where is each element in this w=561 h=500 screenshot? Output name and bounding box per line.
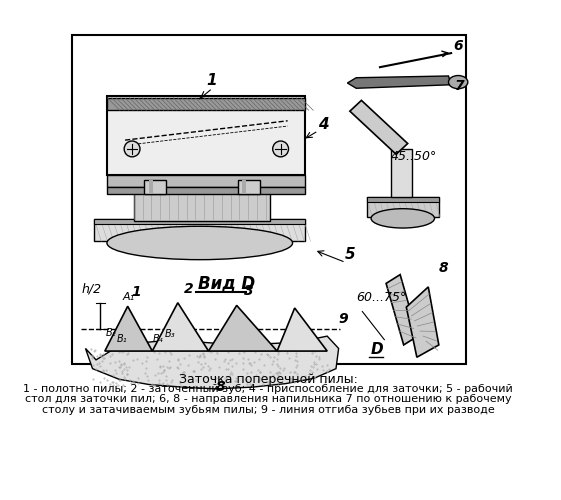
Text: Заточка поперечной пилы:: Заточка поперечной пилы:: [179, 373, 358, 386]
Bar: [134, 180, 270, 221]
Polygon shape: [386, 274, 418, 345]
Text: 1: 1: [207, 73, 218, 88]
Ellipse shape: [371, 208, 435, 228]
Bar: [108, 176, 305, 186]
Bar: [108, 186, 305, 194]
Text: В₄: В₄: [152, 334, 163, 344]
Polygon shape: [85, 336, 339, 389]
Bar: [72, 34, 466, 364]
Text: В₂: В₂: [105, 328, 116, 338]
Bar: [108, 98, 305, 110]
Polygon shape: [406, 287, 439, 357]
Text: 2: 2: [184, 282, 194, 296]
Polygon shape: [277, 308, 327, 351]
Bar: [149, 180, 153, 194]
Text: столу и затачиваемым зубьям пилы; 9 - линия отгиба зубьев при их разводе: столу и затачиваемым зубьям пилы; 9 - ли…: [42, 404, 495, 414]
Text: В₃: В₃: [164, 329, 175, 339]
Text: 8: 8: [439, 261, 448, 275]
Text: Вид D: Вид D: [198, 274, 255, 292]
Text: 1: 1: [131, 284, 141, 298]
Polygon shape: [347, 76, 451, 88]
Bar: [242, 180, 246, 194]
Bar: [237, 180, 260, 194]
Text: 5: 5: [345, 247, 356, 262]
Bar: [367, 198, 439, 216]
Text: стол для заточки пил; 6, 8 - направления напильника 7 по отношению к рабочему: стол для заточки пил; 6, 8 - направления…: [25, 394, 512, 404]
Text: А₁: А₁: [122, 292, 135, 302]
Text: D: D: [371, 342, 384, 356]
Text: 45..50°: 45..50°: [390, 150, 436, 164]
Bar: [367, 198, 439, 202]
Circle shape: [124, 141, 140, 157]
Text: 6: 6: [453, 38, 462, 52]
Bar: [144, 180, 167, 194]
Circle shape: [273, 141, 288, 157]
Text: 3: 3: [243, 284, 254, 298]
Polygon shape: [152, 302, 209, 351]
Text: 7: 7: [454, 79, 465, 93]
Text: 60...75°: 60...75°: [356, 291, 407, 304]
Bar: [392, 149, 412, 198]
Polygon shape: [209, 306, 277, 351]
Text: 1 - полотно пилы; 2 - заточенный зуб; 4 - приспособление для заточки; 5 - рабочи: 1 - полотно пилы; 2 - заточенный зуб; 4 …: [24, 384, 513, 394]
Text: В₁: В₁: [117, 334, 128, 344]
Text: 4: 4: [318, 116, 328, 132]
Bar: [108, 96, 305, 176]
Text: h/2: h/2: [81, 282, 101, 295]
Polygon shape: [105, 306, 152, 351]
Ellipse shape: [448, 76, 468, 88]
Polygon shape: [350, 100, 408, 154]
Ellipse shape: [107, 226, 293, 260]
Text: 9: 9: [339, 312, 348, 326]
Bar: [94, 219, 305, 241]
Text: 8: 8: [215, 380, 225, 394]
Bar: [94, 219, 305, 224]
